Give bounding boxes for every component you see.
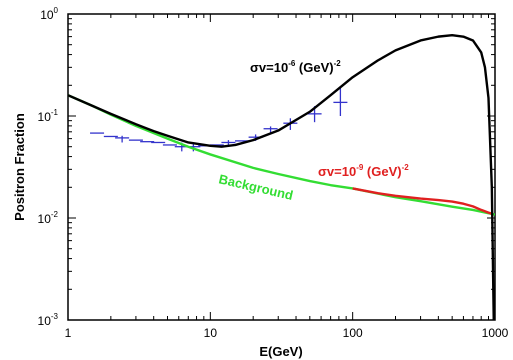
x-tick-label: 100 — [343, 326, 363, 340]
data-point — [115, 135, 130, 143]
y-tick-label: 10-2 — [38, 210, 59, 226]
annotation-sigma-1e-6-base: σv=10 — [250, 60, 288, 75]
annotation-sigma-1e-6-unit-exp: -2 — [334, 59, 342, 68]
axis-ticks — [67, 14, 495, 321]
annotation-sigma-1e-6-unit: (GeV) — [295, 60, 333, 75]
x-tick-label: 1000 — [482, 326, 509, 340]
y-tick-label: 100 — [40, 6, 58, 22]
y-tick-label: 10-1 — [38, 108, 59, 124]
annotation-sigma-1e-9-unit-exp: -2 — [402, 163, 410, 172]
model-curves — [68, 33, 495, 320]
data-point — [263, 126, 278, 134]
curve-background — [68, 94, 495, 216]
annotation-sigma-1e-9-exp: -9 — [356, 163, 364, 172]
x-tick-label: 10 — [204, 326, 218, 340]
plot-frame — [67, 13, 496, 321]
curve-sigma-1e-6 — [68, 33, 495, 320]
curve-sigma-1e-9 — [352, 187, 493, 215]
annotation-sigma-1e-9-unit: (GeV) — [363, 164, 401, 179]
measurement-points — [90, 87, 348, 152]
annotation-sigma-1e-9: σv=10-9 (GeV)-2 — [318, 163, 409, 179]
annotation-sigma-1e-6-exp: -6 — [288, 59, 296, 68]
annotation-sigma-1e-9-base: σv=10 — [318, 164, 356, 179]
y-tick-label: 10-3 — [38, 312, 59, 328]
y-axis-label: Positron Fraction — [12, 113, 27, 221]
x-tick-label: 1 — [65, 326, 72, 340]
annotation-sigma-1e-6: σv=10-6 (GeV)-2 — [250, 59, 341, 75]
axis-tick-labels: 1 10 100 1000 10-3 10-2 10-1 100 — [38, 6, 509, 340]
x-axis-label: E(GeV) — [259, 344, 302, 359]
data-point — [333, 87, 348, 116]
